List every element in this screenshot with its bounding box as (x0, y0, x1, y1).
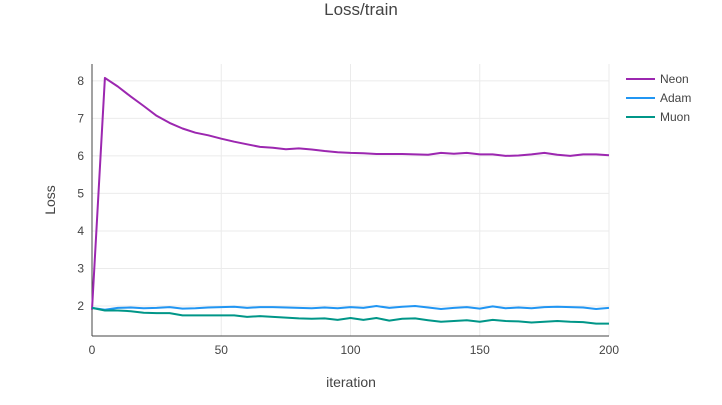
legend-item-adam[interactable]: Adam (626, 91, 691, 105)
legend-item-neon[interactable]: Neon (626, 72, 689, 86)
x-tick-label: 50 (215, 343, 229, 357)
y-tick-label: 8 (77, 74, 84, 88)
series-lines (91, 76, 610, 325)
x-tick-label: 0 (89, 343, 96, 357)
x-tick-label: 150 (470, 343, 490, 357)
x-tick-label: 100 (340, 343, 360, 357)
series-line-neon (91, 76, 610, 310)
legend-label: Adam (660, 91, 691, 105)
x-tick-label: 200 (599, 343, 619, 357)
series-line-muon (91, 306, 609, 325)
legend[interactable]: Neon Adam Muon (626, 72, 691, 124)
y-tick-label: 5 (77, 186, 84, 200)
series-line-adam (91, 305, 610, 311)
x-axis-label: iteration (326, 374, 376, 390)
legend-label: Muon (660, 110, 690, 124)
axes (91, 64, 609, 337)
legend-item-muon[interactable]: Muon (626, 110, 690, 124)
y-tick-label: 6 (77, 149, 84, 163)
y-tick-label: 7 (77, 111, 84, 125)
chart-title: Loss/train (324, 0, 398, 19)
legend-label: Neon (660, 72, 689, 86)
tick-labels: 2 3 4 5 6 7 8 0 50 100 150 200 (77, 74, 619, 357)
y-tick-label: 3 (77, 261, 84, 275)
grid (92, 64, 610, 336)
y-tick-label: 2 (77, 299, 84, 313)
y-axis-label: Loss (42, 185, 58, 215)
y-tick-label: 4 (77, 224, 84, 238)
